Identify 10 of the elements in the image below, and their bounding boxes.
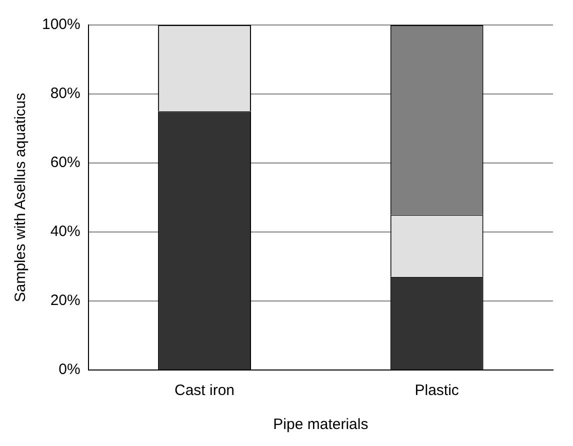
y-tick-label: 20% bbox=[50, 292, 80, 310]
x-tick-label: Plastic bbox=[414, 382, 460, 400]
y-tick-label: 100% bbox=[42, 16, 80, 34]
y-axis-title: Samples with Asellus aquaticus bbox=[12, 92, 30, 302]
y-tick-label: 0% bbox=[58, 361, 80, 378]
x-tick-label: Cast iron bbox=[174, 382, 235, 400]
y-tick-label: 40% bbox=[50, 223, 80, 240]
y-tick-label: 80% bbox=[50, 85, 80, 102]
x-axis-title: Pipe materials bbox=[273, 416, 368, 434]
y-tick-label: 60% bbox=[50, 154, 80, 172]
